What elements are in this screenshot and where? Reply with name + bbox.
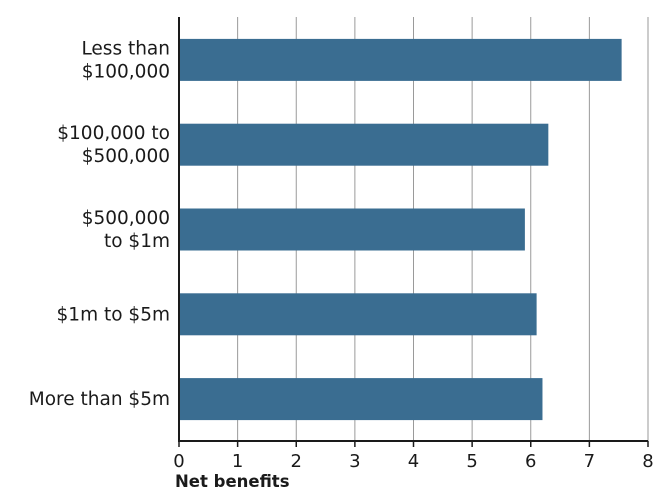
x-tick-label: 2 (291, 451, 302, 472)
x-tick-label: 5 (466, 451, 477, 472)
bar (179, 123, 549, 166)
bars (179, 38, 622, 421)
category-label: $500,000 (82, 208, 170, 229)
x-tick-label: 4 (408, 451, 419, 472)
x-tick-label: 8 (642, 451, 653, 472)
category-label: $100,000 (82, 61, 170, 82)
x-tick-label: 0 (173, 451, 184, 472)
x-tick-label: 1 (232, 451, 243, 472)
x-tick-label: 3 (349, 451, 360, 472)
category-label: More than $5m (29, 389, 170, 410)
category-label: $500,000 (82, 146, 170, 167)
x-tick-label: 6 (525, 451, 536, 472)
x-ticks: 0 1 2 3 4 5 6 7 8 (173, 441, 653, 472)
bar (179, 38, 622, 81)
category-labels: Less than$100,000$100,000 to$500,000$500… (29, 38, 170, 410)
category-label: $1m to $5m (57, 304, 170, 325)
x-axis-title: Net benefits (175, 472, 290, 491)
category-label: Less than (81, 38, 170, 59)
category-label: $100,000 to (57, 123, 170, 144)
bar (179, 378, 543, 421)
bar (179, 293, 537, 336)
bar (179, 208, 525, 251)
category-label: to $1m (104, 231, 170, 252)
x-tick-label: 7 (584, 451, 595, 472)
